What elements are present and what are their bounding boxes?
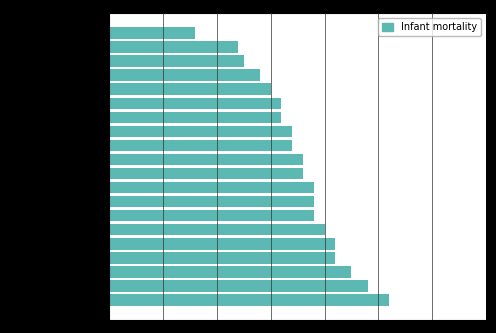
Bar (109, 280, 368, 292)
Bar (109, 168, 303, 179)
Bar (109, 140, 292, 151)
Bar (109, 182, 314, 193)
Bar (109, 69, 260, 81)
Bar (109, 266, 352, 278)
Bar (109, 27, 195, 39)
Bar (109, 238, 335, 249)
Bar (109, 294, 389, 306)
Legend: Infant mortality: Infant mortality (378, 18, 481, 36)
Bar (109, 154, 303, 165)
Bar (109, 112, 281, 123)
Bar (109, 84, 271, 95)
Bar (109, 196, 314, 207)
Bar (109, 252, 335, 264)
Bar (109, 41, 239, 53)
Bar (109, 126, 292, 137)
Bar (109, 98, 281, 109)
Bar (109, 224, 324, 235)
Bar (109, 210, 314, 221)
Bar (109, 55, 244, 67)
